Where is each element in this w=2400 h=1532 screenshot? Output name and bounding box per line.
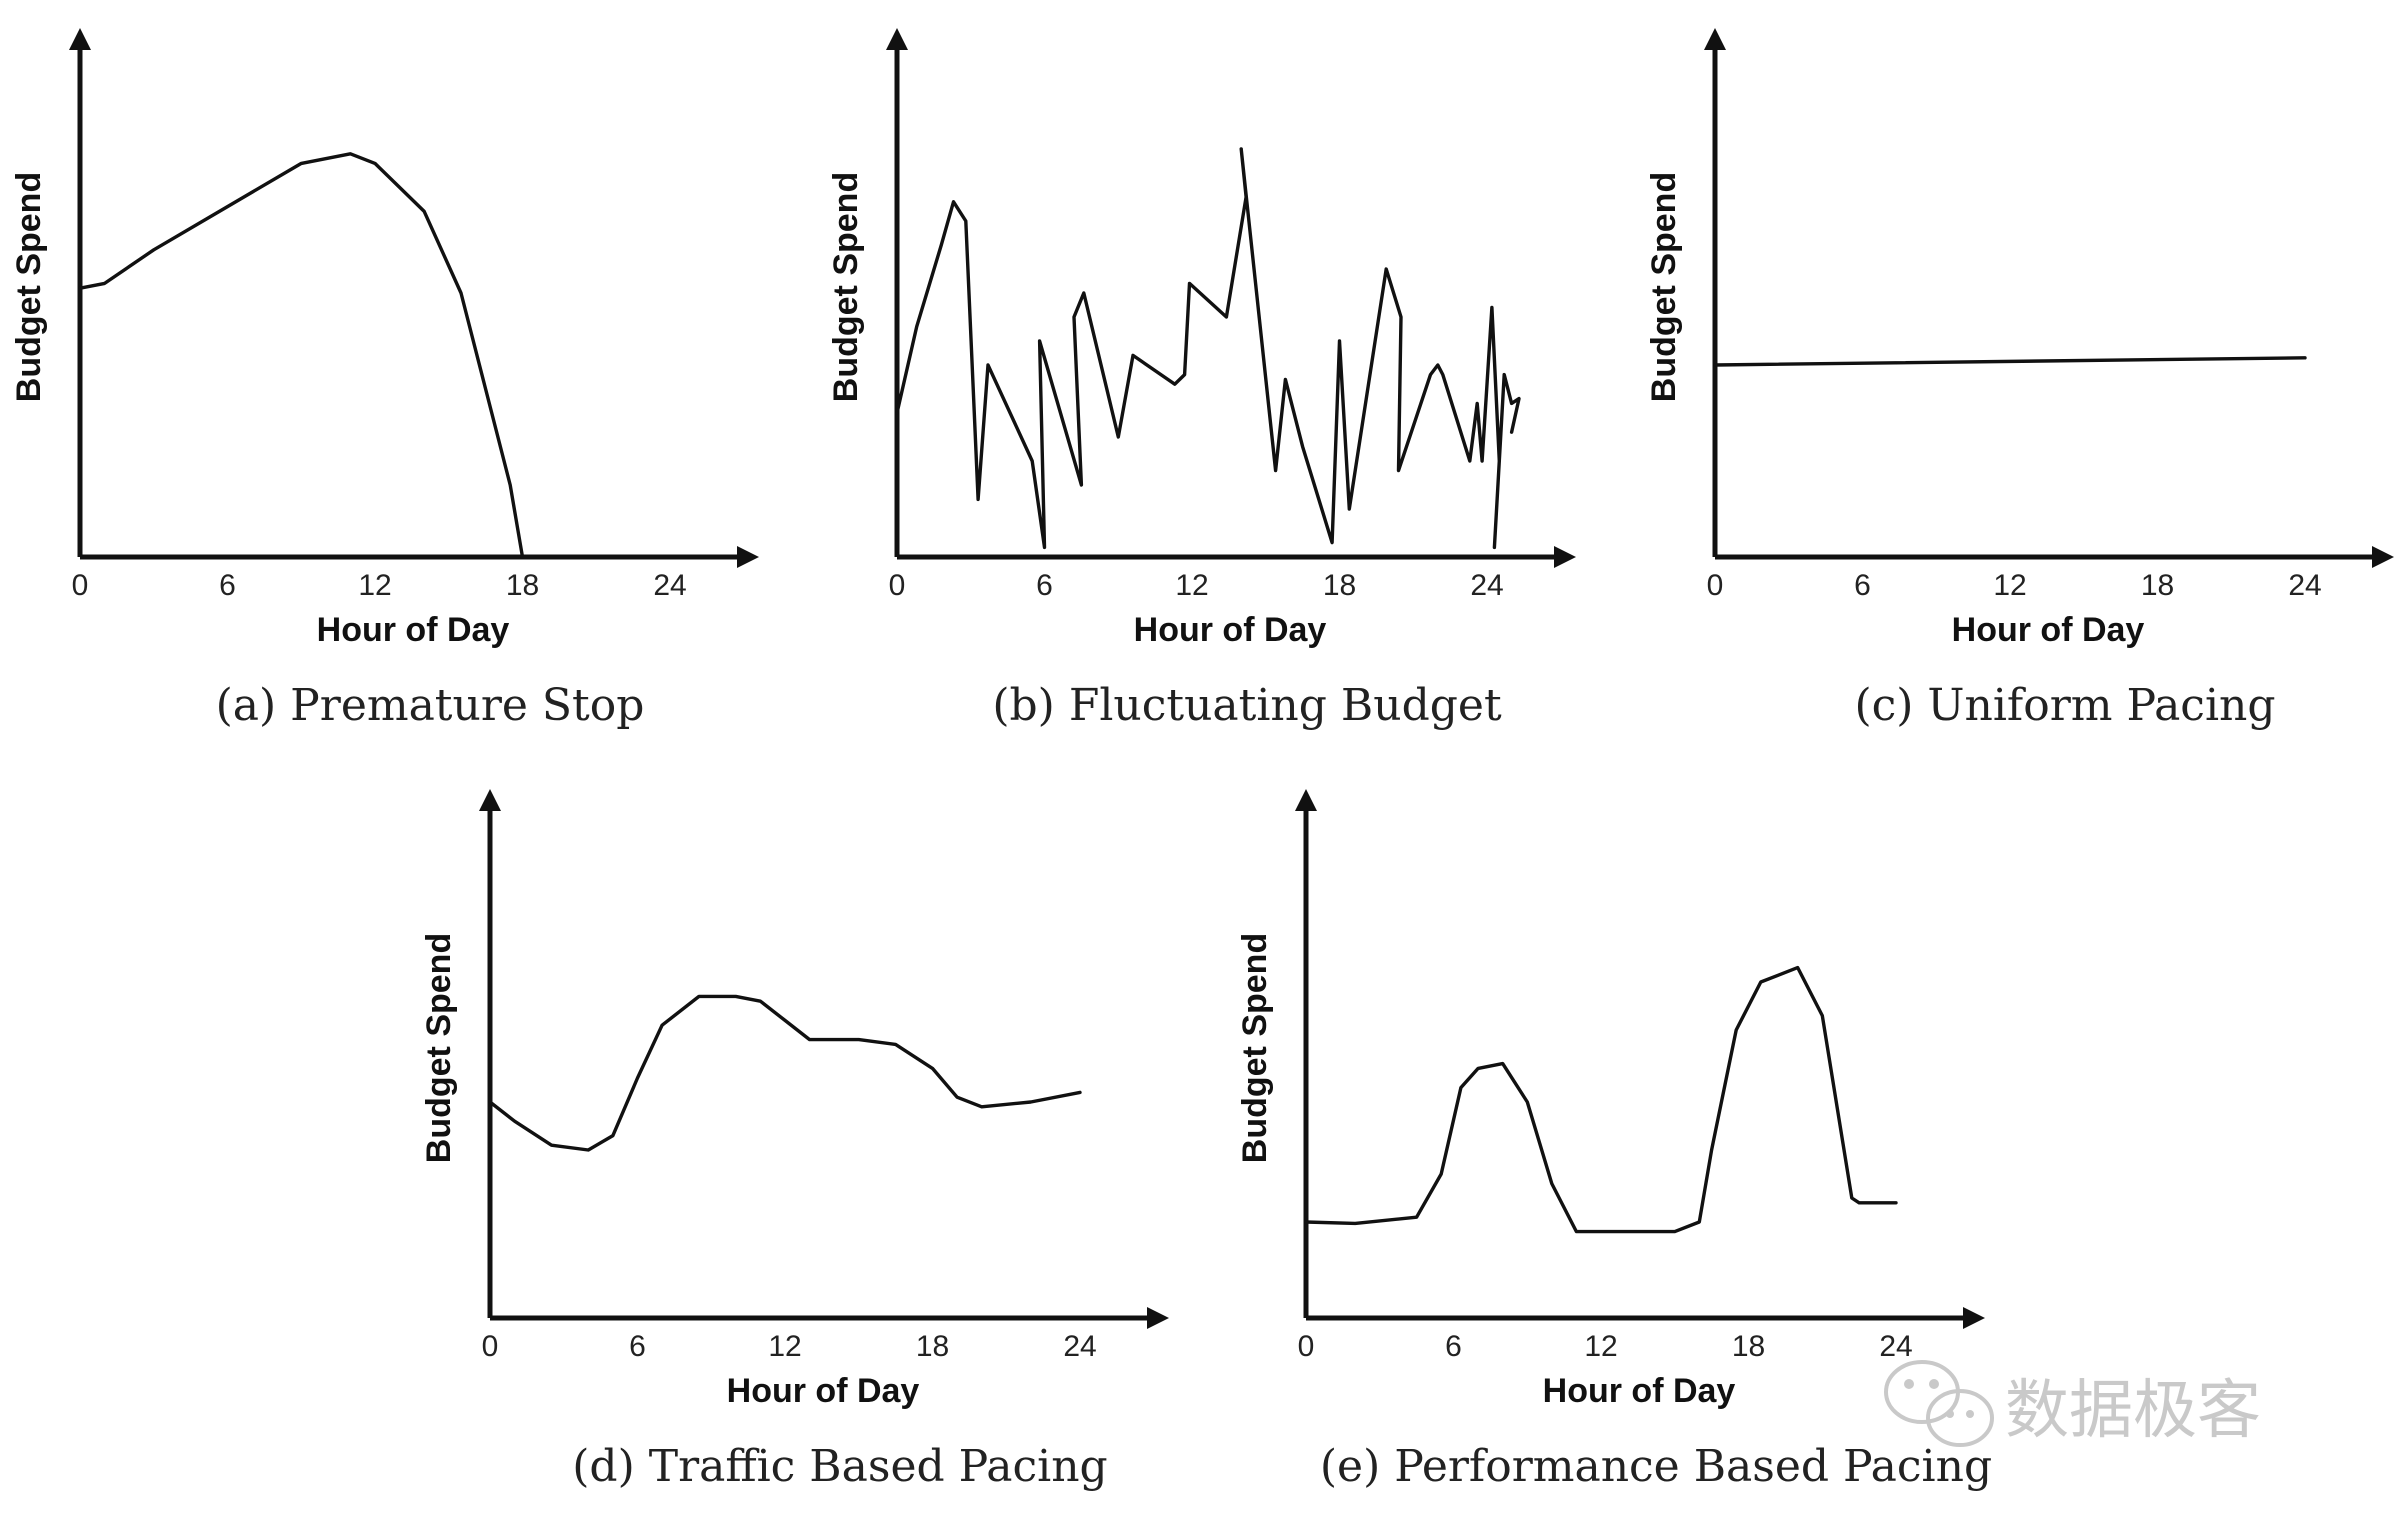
series-line bbox=[895, 147, 1521, 550]
x-tick-label: 18 bbox=[1323, 569, 1356, 602]
x-tick-label: 12 bbox=[768, 1330, 801, 1363]
x-tick-label: 0 bbox=[889, 569, 906, 602]
x-tick-label: 18 bbox=[2141, 569, 2174, 602]
x-tick-label: 0 bbox=[72, 569, 89, 602]
x-tick-label: 12 bbox=[1993, 569, 2026, 602]
chart-traffic-based-pacing: 0 6 12 18 24 Hour of Day Budget Spend (d) Traff… bbox=[420, 789, 1169, 1492]
chart-uniform-pacing: 0 6 12 18 24 Hour of Day Budget Spend (c) Unifo… bbox=[1645, 28, 2394, 731]
chart-caption: (b) Fluctuating Budget bbox=[992, 680, 1502, 731]
x-tick-label: 6 bbox=[629, 1330, 646, 1363]
x-axis-title: Hour of Day bbox=[1134, 611, 1327, 649]
x-tick-label: 6 bbox=[1036, 569, 1053, 602]
y-axis-title: Budget Spend bbox=[827, 172, 865, 402]
x-tick-label: 24 bbox=[1063, 1330, 1096, 1363]
x-tick-label: 0 bbox=[482, 1330, 499, 1363]
x-tick-label: 6 bbox=[1445, 1330, 1462, 1363]
x-axis-arrow bbox=[1963, 1307, 1985, 1329]
x-axis-title: Hour of Day bbox=[727, 1372, 920, 1410]
y-axis-title: Budget Spend bbox=[420, 933, 458, 1163]
y-axis-title: Budget Spend bbox=[10, 172, 48, 402]
chart-caption: (d) Traffic Based Pacing bbox=[572, 1441, 1107, 1492]
x-axis-arrow bbox=[1147, 1307, 1169, 1329]
y-axis-arrow bbox=[1704, 28, 1726, 50]
x-tick-label: 24 bbox=[1879, 1330, 1912, 1363]
x-tick-label: 12 bbox=[1175, 569, 1208, 602]
watermark-text: 数据极客 bbox=[2005, 1374, 2261, 1448]
y-axis-arrow bbox=[886, 28, 908, 50]
y-axis-arrow bbox=[479, 789, 501, 811]
chart-caption: (c) Uniform Pacing bbox=[1854, 680, 2275, 731]
x-tick-label: 12 bbox=[1584, 1330, 1617, 1363]
x-axis-arrow bbox=[1554, 546, 1576, 568]
x-axis-arrow bbox=[2372, 546, 2394, 568]
x-tick-label: 24 bbox=[1470, 569, 1503, 602]
y-axis-arrow bbox=[69, 28, 91, 50]
watermark: 数据极客 bbox=[1884, 1360, 2261, 1448]
series-line bbox=[1304, 965, 1898, 1234]
y-axis-title: Budget Spend bbox=[1645, 172, 1683, 402]
x-axis-arrow bbox=[737, 546, 759, 568]
chart-caption: (a) Premature Stop bbox=[216, 680, 645, 731]
x-tick-label: 18 bbox=[916, 1330, 949, 1363]
x-tick-label: 6 bbox=[219, 569, 236, 602]
x-axis-title: Hour of Day bbox=[317, 611, 510, 649]
x-tick-label: 24 bbox=[2288, 569, 2321, 602]
x-axis-title: Hour of Day bbox=[1952, 611, 2145, 649]
x-tick-label: 18 bbox=[506, 569, 539, 602]
chart-fluctuating-budget: 0 6 12 18 24 Hour of Day Budget Spend (b) Fluct… bbox=[827, 28, 1576, 731]
x-tick-label: 6 bbox=[1854, 569, 1871, 602]
x-tick-label: 0 bbox=[1298, 1330, 1315, 1363]
series-line bbox=[78, 152, 525, 559]
x-axis-title: Hour of Day bbox=[1543, 1372, 1736, 1410]
y-axis-title: Budget Spend bbox=[1236, 933, 1274, 1163]
series-line bbox=[488, 994, 1082, 1152]
x-tick-label: 12 bbox=[358, 569, 391, 602]
chart-premature-stop: 0 6 12 18 24 Hour of Day Budget Spend (a) Prema… bbox=[10, 28, 759, 731]
series-line bbox=[1713, 356, 2307, 367]
x-tick-label: 0 bbox=[1707, 569, 1724, 602]
y-axis-arrow bbox=[1295, 789, 1317, 811]
x-tick-label: 18 bbox=[1732, 1330, 1765, 1363]
wechat-icon bbox=[1884, 1360, 1994, 1447]
x-tick-label: 24 bbox=[653, 569, 686, 602]
chart-performance-based-pacing: 0 6 12 18 24 Hour of Day Budget Spend (e) Perfo… bbox=[1236, 789, 1992, 1492]
chart-caption: (e) Performance Based Pacing bbox=[1320, 1441, 1992, 1492]
